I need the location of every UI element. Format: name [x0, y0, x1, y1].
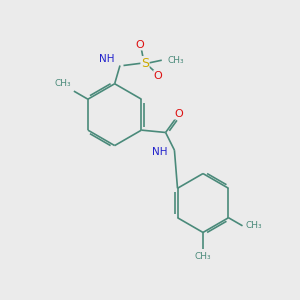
Text: O: O — [135, 40, 144, 50]
Text: S: S — [141, 57, 149, 70]
Text: CH₃: CH₃ — [168, 56, 184, 65]
Text: CH₃: CH₃ — [195, 252, 211, 261]
Text: O: O — [154, 70, 163, 80]
Text: O: O — [174, 109, 183, 119]
Text: NH: NH — [99, 54, 115, 64]
Text: CH₃: CH₃ — [245, 221, 262, 230]
Text: CH₃: CH₃ — [55, 79, 71, 88]
Text: NH: NH — [152, 147, 168, 157]
